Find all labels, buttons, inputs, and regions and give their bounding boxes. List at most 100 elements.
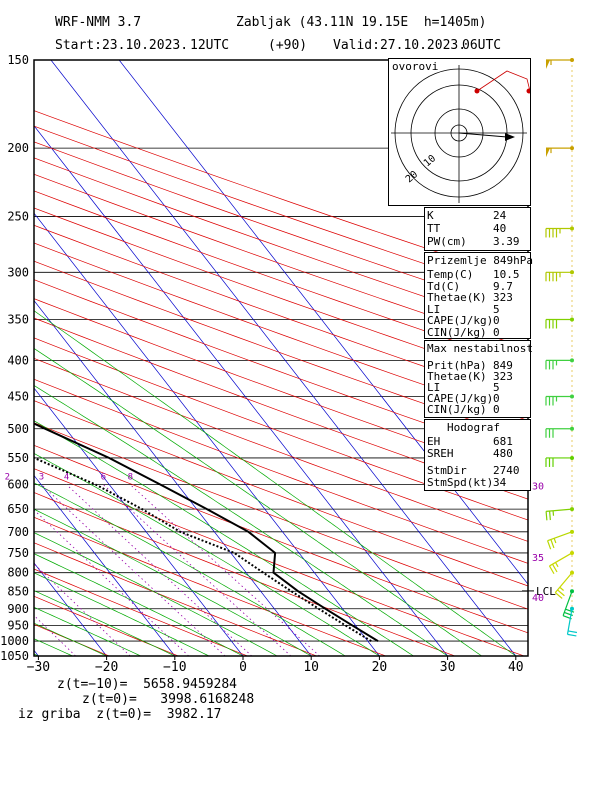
info-value: 10.5: [493, 268, 520, 281]
pressure-tick-label: 150: [7, 53, 29, 67]
info-value: 0: [493, 325, 500, 339]
mixing-ratio-label: 3: [39, 473, 44, 483]
hodograph-trace: [476, 70, 530, 92]
temperature-line: [34, 422, 379, 642]
info-value: 24: [493, 209, 507, 222]
wind-barb: [562, 589, 575, 620]
dry-adiabat: [34, 378, 528, 564]
info-value: 5: [493, 302, 500, 316]
pressure-tick-label: 200: [7, 141, 29, 155]
moist-adiabat: [34, 385, 448, 656]
moist-adiabat: [34, 508, 312, 656]
moist-adiabat: [34, 532, 278, 656]
wind-barb: [545, 507, 574, 521]
info-value: 9.7: [493, 279, 513, 293]
freezing-level-grib: iz griba z(t=0)= 3982.17: [18, 707, 222, 722]
model-name: WRF-NMM 3.7: [55, 15, 142, 30]
pressure-tick-label: 350: [7, 313, 29, 327]
info-label: StmSpd(kt): [427, 476, 494, 489]
isotherm-20: [34, 212, 380, 656]
unstable-box: Max nestabilnost Prit(hPa) 849 Thetae(K) 32…: [424, 340, 533, 418]
dry-adiabat: [34, 516, 386, 656]
pressure-tick-label: 850: [7, 584, 29, 598]
isotherm-30: [34, 125, 448, 656]
info-label: Td(C): [427, 279, 461, 293]
freezing-level-minus10: z(t=−10)= 5658.9459284: [57, 677, 238, 692]
pressure-tick-label: 1000: [0, 634, 29, 648]
dry-adiabat: [34, 444, 528, 634]
dry-adiabat: [34, 422, 528, 610]
mixing-ratio-line: [66, 484, 253, 656]
moist-adiabat: [34, 553, 244, 656]
temperature-tick-label: −20: [95, 660, 118, 675]
temperature-tick-label: 20: [372, 660, 388, 675]
dry-adiabat: [34, 190, 528, 367]
mixing-ratio-label: 8: [128, 473, 133, 483]
pressure-tick-label: 300: [7, 265, 29, 279]
pressure-tick-label: 600: [7, 478, 29, 492]
pressure-tick-label: 900: [7, 602, 29, 616]
dry-adiabat: [34, 260, 528, 440]
hodograf-box: Hodograf EH 681 SREH 480 StmDir 2740 StmSpd(kt…: [424, 419, 531, 491]
surface-box: Prizemlje 849hPa Temp(C) 10.5 Td(C) 9.7 Thet…: [424, 252, 533, 339]
wind-barb: [545, 226, 574, 238]
hodograph-title: ovorovi: [392, 60, 439, 73]
info-label: LI: [427, 302, 441, 316]
dry-adiabat: [34, 542, 317, 656]
info-label: Prit(hPa): [427, 359, 487, 372]
temperature-tick-label: −10: [163, 660, 186, 675]
mixing-ratio-line: [103, 484, 292, 656]
info-label: TT: [427, 222, 441, 235]
start-date: Start:23.10.2023.: [55, 38, 189, 53]
info-label: SREH: [427, 447, 454, 460]
info-label: CIN(J/kg): [427, 403, 487, 416]
info-value: 480: [493, 447, 513, 460]
info-value: 5: [493, 381, 500, 394]
moist-adiabat: [34, 590, 175, 656]
temperature-tick-label: 30: [440, 660, 456, 675]
dry-adiabat: [34, 492, 455, 656]
hodograf-title: Hodograf: [447, 421, 500, 434]
dry-adiabat: [34, 400, 528, 587]
moist-adiabat: [34, 482, 346, 656]
hodograph-ring-label: 10: [422, 153, 438, 169]
wind-barb: [566, 606, 578, 637]
info-value: 34: [493, 476, 507, 489]
info-value: 323: [493, 291, 513, 304]
storm-motion-arrow: [505, 133, 515, 141]
start-time: 12UTC: [190, 38, 230, 53]
wind-barb: [547, 529, 574, 550]
dry-adiabat: [34, 242, 528, 421]
wind-barb: [545, 270, 574, 282]
dewpoint-line: [34, 456, 372, 642]
wind-barb: [554, 570, 574, 599]
pressure-tick-label: 800: [7, 566, 29, 580]
info-value: 681: [493, 435, 513, 448]
isotherm-0: [34, 387, 244, 656]
moist-adiabat: [34, 572, 210, 656]
wind-barb: [545, 317, 574, 329]
dry-adiabat: [34, 207, 528, 385]
wind-barb: [546, 146, 574, 158]
info-label: K: [427, 209, 434, 222]
moist-adiabat: [34, 606, 141, 656]
pressure-tick-label: 250: [7, 209, 29, 223]
info-label: Thetae(K): [427, 370, 487, 383]
mixing-ratio-label: 4: [64, 473, 69, 483]
hodograph-box: 10 20 ovorovi: [388, 58, 531, 206]
temperature-tick-label: 10: [303, 660, 319, 675]
info-label: EH: [427, 435, 441, 448]
pressure-tick-label: 1050: [0, 649, 29, 663]
unstable-title: Max nestabilnost: [427, 342, 533, 355]
info-label: CIN(J/kg): [427, 325, 487, 339]
dry-adiabat: [34, 141, 528, 315]
isotherm-50: [118, 60, 528, 585]
wind-barb: [546, 58, 574, 69]
temperature-tick-label: 40: [508, 660, 524, 675]
info-label: CAPE(J/kg): [427, 314, 494, 327]
info-value: 323: [493, 370, 513, 383]
pressure-tick-label: 400: [7, 353, 29, 367]
dry-adiabat: [34, 157, 528, 332]
mixing-ratio-line: [41, 484, 226, 656]
